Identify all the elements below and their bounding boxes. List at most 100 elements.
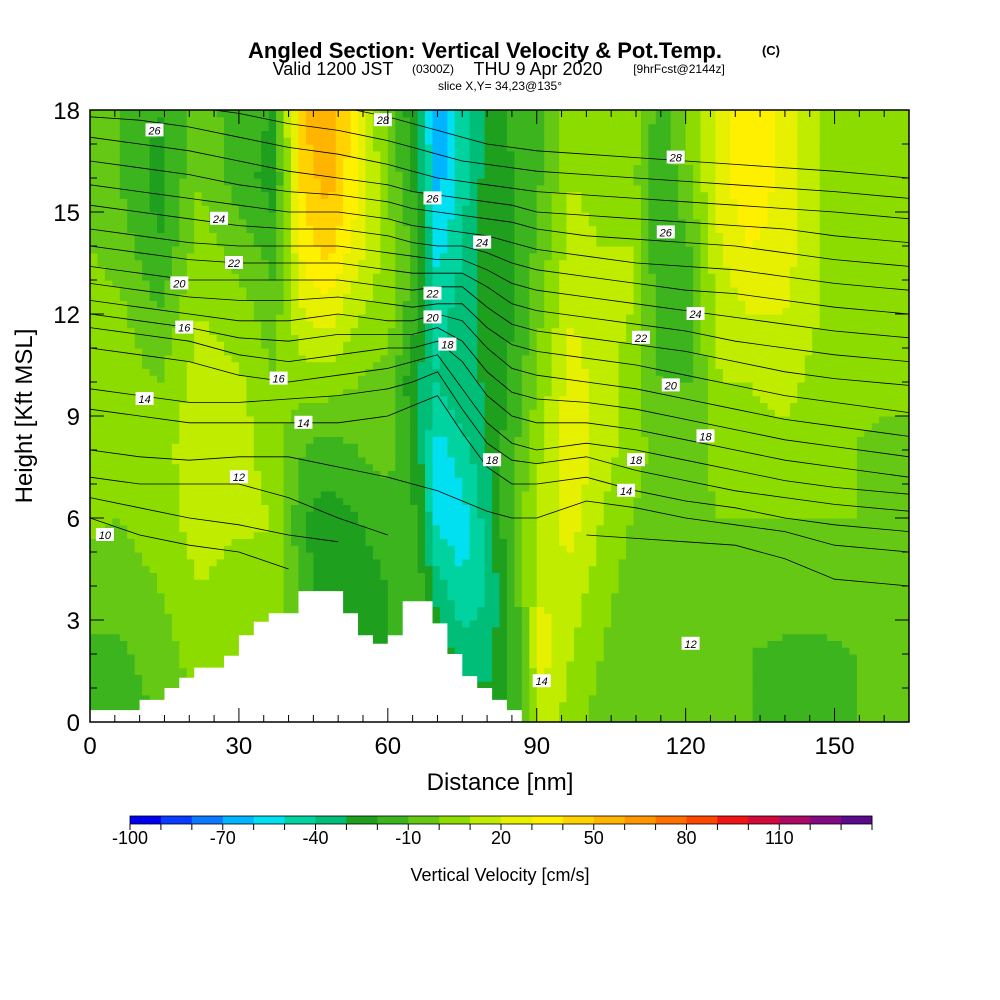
velocity-cell bbox=[283, 538, 292, 546]
velocity-cell bbox=[343, 205, 352, 213]
velocity-cell bbox=[224, 327, 232, 335]
velocity-cell bbox=[134, 511, 143, 519]
velocity-cell bbox=[350, 429, 359, 437]
velocity-cell bbox=[462, 225, 471, 233]
velocity-cell bbox=[432, 484, 441, 492]
velocity-cell bbox=[119, 626, 128, 635]
velocity-cell bbox=[194, 456, 203, 465]
velocity-cell bbox=[201, 157, 210, 165]
velocity-cell bbox=[372, 314, 381, 322]
velocity-cell bbox=[432, 531, 441, 539]
velocity-cell bbox=[417, 252, 426, 261]
velocity-cell bbox=[484, 429, 493, 437]
velocity-cell bbox=[469, 640, 478, 648]
velocity-cell bbox=[291, 184, 299, 193]
velocity-cell bbox=[417, 164, 426, 172]
velocity-cell bbox=[164, 633, 173, 641]
velocity-cell bbox=[350, 150, 359, 159]
velocity-cell bbox=[104, 354, 113, 363]
velocity-cell bbox=[469, 280, 478, 288]
velocity-cell bbox=[104, 171, 113, 179]
velocity-cell bbox=[492, 572, 501, 580]
velocity-cell bbox=[462, 198, 471, 206]
velocity-cell bbox=[387, 545, 396, 553]
velocity-cell bbox=[216, 150, 225, 159]
velocity-cell bbox=[328, 307, 337, 315]
velocity-cell bbox=[372, 538, 381, 546]
velocity-cell bbox=[395, 205, 404, 213]
velocity-cell bbox=[157, 198, 165, 206]
velocity-cell bbox=[97, 416, 106, 424]
velocity-cell bbox=[268, 307, 277, 315]
velocity-cell bbox=[253, 361, 262, 369]
velocity-cell bbox=[179, 382, 188, 390]
velocity-cell bbox=[164, 660, 173, 669]
velocity-cell bbox=[119, 429, 128, 437]
velocity-cell bbox=[477, 667, 486, 675]
velocity-cell bbox=[112, 382, 121, 390]
velocity-cell bbox=[298, 409, 307, 417]
velocity-cell bbox=[335, 239, 344, 247]
velocity-cell bbox=[395, 144, 404, 152]
velocity-cell bbox=[358, 531, 366, 539]
velocity-cell bbox=[447, 286, 456, 295]
velocity-cell bbox=[328, 232, 337, 240]
velocity-cell bbox=[432, 470, 441, 478]
velocity-cell bbox=[119, 150, 128, 159]
velocity-cell bbox=[112, 273, 121, 281]
velocity-cell bbox=[313, 293, 322, 301]
velocity-cell bbox=[410, 293, 419, 301]
velocity-cell bbox=[238, 341, 247, 349]
velocity-cell bbox=[402, 225, 411, 233]
velocity-cell bbox=[454, 422, 463, 431]
velocity-cell bbox=[186, 150, 195, 159]
velocity-cell bbox=[119, 579, 128, 587]
velocity-cell bbox=[171, 198, 180, 206]
velocity-cell bbox=[335, 123, 344, 131]
velocity-cell bbox=[246, 586, 255, 594]
velocity-cell bbox=[372, 490, 381, 499]
velocity-cell bbox=[469, 558, 478, 567]
velocity-cell bbox=[261, 524, 270, 533]
velocity-cell bbox=[97, 218, 106, 227]
velocity-cell bbox=[298, 470, 307, 478]
velocity-cell bbox=[238, 307, 247, 315]
velocity-cell bbox=[328, 184, 337, 193]
velocity-cell bbox=[104, 334, 113, 342]
velocity-cell bbox=[477, 484, 486, 492]
velocity-cell bbox=[134, 375, 143, 383]
velocity-cell bbox=[454, 341, 463, 349]
velocity-cell bbox=[328, 443, 337, 451]
velocity-cell bbox=[201, 361, 210, 369]
velocity-cell bbox=[268, 205, 277, 213]
velocity-cell bbox=[320, 416, 329, 424]
velocity-cell bbox=[462, 123, 471, 131]
velocity-cell bbox=[343, 164, 352, 172]
velocity-cell bbox=[224, 130, 232, 138]
velocity-cell bbox=[425, 592, 433, 601]
velocity-cell bbox=[238, 422, 247, 431]
velocity-cell bbox=[97, 633, 106, 641]
velocity-cell bbox=[261, 273, 270, 281]
velocity-cell bbox=[201, 565, 210, 573]
velocity-cell bbox=[462, 259, 471, 267]
velocity-cell bbox=[224, 531, 232, 539]
velocity-cell bbox=[402, 178, 411, 186]
velocity-cell bbox=[134, 402, 143, 410]
velocity-cell bbox=[276, 266, 285, 274]
velocity-cell bbox=[365, 613, 374, 621]
velocity-cell bbox=[164, 409, 173, 417]
velocity-cell bbox=[231, 572, 240, 580]
velocity-cell bbox=[447, 171, 456, 179]
velocity-cell bbox=[469, 368, 478, 376]
velocity-cell bbox=[395, 572, 404, 580]
velocity-cell bbox=[119, 198, 128, 206]
velocity-cell bbox=[492, 212, 501, 220]
velocity-cell bbox=[387, 144, 396, 152]
velocity-cell bbox=[238, 382, 247, 390]
velocity-cell bbox=[417, 497, 426, 505]
velocity-cell bbox=[439, 157, 448, 165]
velocity-cell bbox=[417, 422, 426, 431]
velocity-cell bbox=[127, 395, 136, 403]
velocity-cell bbox=[253, 436, 262, 444]
